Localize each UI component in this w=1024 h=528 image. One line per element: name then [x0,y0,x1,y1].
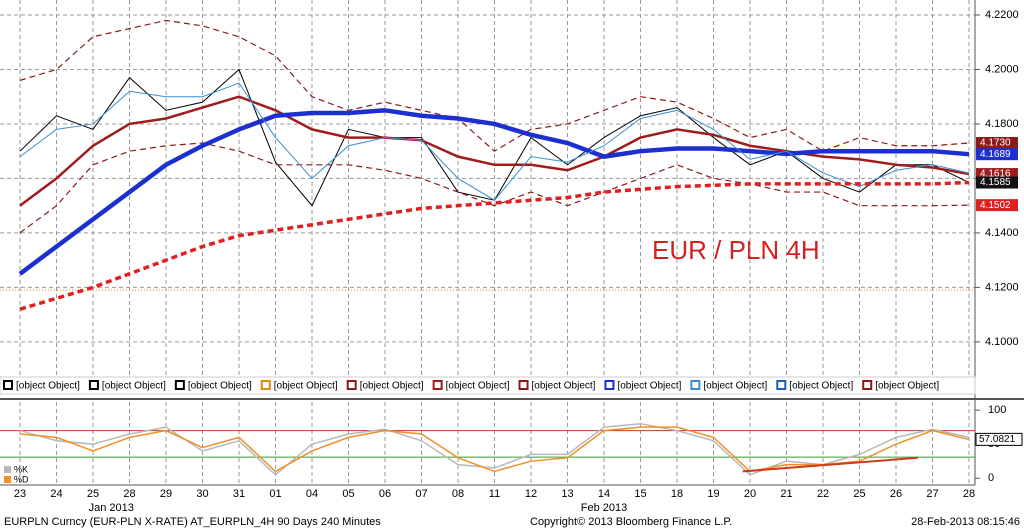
series-line [19,426,970,473]
x-tick-label: 23 [14,488,26,500]
x-tick-label: 25 [853,488,865,500]
osc-legend-swatch [4,476,11,483]
legend-swatch [346,380,357,390]
x-tick-label: 07 [415,488,427,500]
x-tick-label: 14 [598,488,610,500]
legend-swatch [174,380,185,390]
osc-last-label: 57.0821 [979,434,1016,445]
osc-legend-swatch [4,466,11,473]
x-tick-label: 30 [196,488,208,500]
annotation: EUR / PLN 4H [652,235,820,265]
last-value-box [976,137,1018,150]
legend-label: [object Object] [16,381,80,392]
x-tick-label: 15 [634,488,646,500]
x-tick-label: 19 [707,488,719,500]
osc-legend-label: %K [14,464,28,474]
x-tick-label: 08 [452,488,464,500]
legend-swatch [3,380,13,390]
x-tick-label: 24 [50,488,62,500]
month-label: Jan 2013 [89,502,134,514]
legend-label: [object Object] [360,381,424,392]
series-line [19,95,970,207]
osc-last-box [975,432,1023,446]
series-line [18,108,970,276]
x-tick-label: 26 [890,488,902,500]
y-tick-label: 4.1400 [985,227,1019,239]
legend-label: [object Object] [617,381,681,392]
legend-swatch [432,380,443,390]
x-tick-label: 31 [233,488,245,500]
footer-left: EURPLN Curncy (EUR-PLN X-RATE) AT_EURPLN… [4,516,381,528]
x-tick-label: 21 [780,488,792,500]
last-value-label: 4.1689 [980,149,1011,160]
y-tick-label: 100 [988,404,1006,416]
x-tick-label: 13 [561,488,573,500]
x-tick-label: 06 [379,488,391,500]
legend-label: [object Object] [789,381,853,392]
last-value-label: 4.1502 [980,200,1011,211]
legend-band [0,376,976,395]
y-tick-label: 4.2000 [985,63,1019,75]
x-tick-label: 27 [926,488,938,500]
y-tick-label: 4.1000 [985,336,1019,348]
x-tick-label: 18 [671,488,683,500]
footer-center: Copyright© 2013 Bloomberg Finance L.P. [530,516,732,528]
legend-label: [object Object] [532,381,596,392]
y-tick-label: 4.2200 [985,9,1019,21]
footer-right: 28-Feb-2013 08:15:46 [911,516,1020,528]
legend-swatch [776,380,787,390]
x-tick-label: 20 [744,488,756,500]
x-tick-label: 28 [963,488,975,500]
y-tick-label: 0 [988,472,994,484]
last-value-label: 4.1585 [980,177,1011,188]
last-value-box [976,199,1018,212]
y-tick-label: 4.1200 [985,281,1019,293]
y-tick-label: 4.1800 [985,118,1019,130]
series-line [19,19,970,152]
x-tick-label: 01 [269,488,281,500]
x-tick-label: 04 [306,488,318,500]
osc-legend-label: %D [14,474,29,484]
last-value-label: 4.1730 [980,138,1011,149]
x-tick-label: 25 [87,488,99,500]
legend-label: [object Object] [446,381,510,392]
x-tick-label: 29 [160,488,172,500]
last-value-box [976,176,1018,189]
legend-swatch [260,380,271,390]
legend-label: [object Object] [102,381,166,392]
x-tick-label: 28 [123,488,135,500]
legend-label: [object Object] [703,381,767,392]
legend-label: [object Object] [274,381,338,392]
last-value-label: 4.1616 [980,169,1011,180]
legend-label: [object Object] [188,381,252,392]
trendline [742,456,918,473]
legend-swatch [862,380,873,390]
legend-swatch [88,380,99,390]
legend-swatch [690,380,701,390]
legend-swatch [604,380,615,390]
series-line [19,82,970,201]
x-tick-label: 05 [342,488,354,500]
series-line [19,142,970,234]
legend-label: [object Object] [875,381,939,392]
x-tick-label: 22 [817,488,829,500]
x-tick-label: 12 [525,488,537,500]
month-label: Feb 2013 [581,502,627,514]
legend-swatch [518,380,529,390]
series-line [19,423,970,476]
last-value-box [976,148,1018,161]
x-tick-label: 11 [489,488,500,500]
